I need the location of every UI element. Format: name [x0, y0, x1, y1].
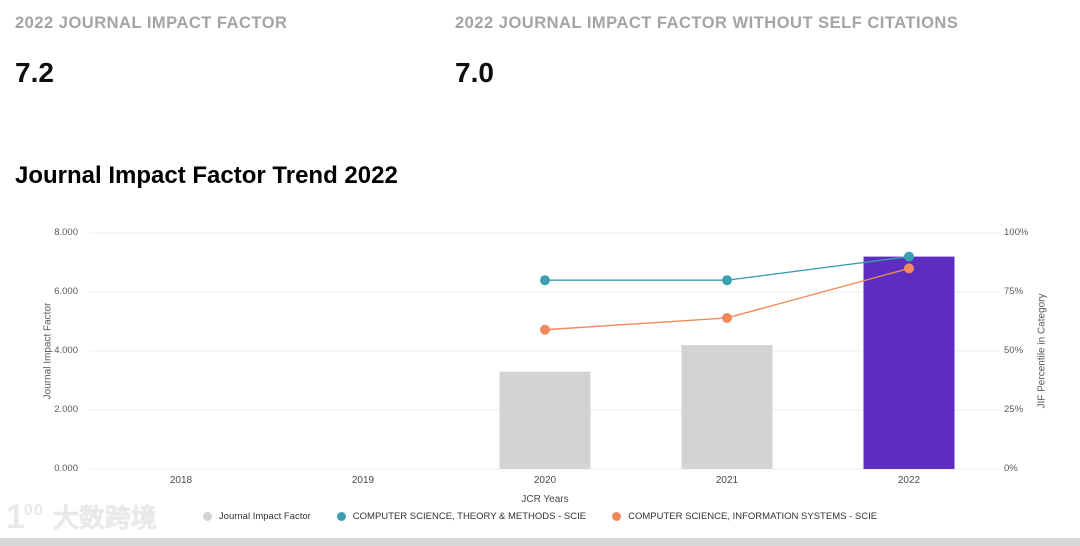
y-left-tick: 6.000: [54, 286, 78, 297]
x-axis-title: JCR Years: [521, 494, 569, 505]
metric-jif-without-self-citations: 2022 JOURNAL IMPACT FACTOR WITHOUT SELF …: [455, 14, 958, 89]
legend-dot-series-0: [336, 512, 346, 521]
metric-jif-without-self-citations-label: 2022 JOURNAL IMPACT FACTOR WITHOUT SELF …: [455, 14, 959, 32]
x-tick: 2022: [897, 475, 921, 486]
y-right-tick: 0%: [1004, 463, 1018, 474]
watermark-logo: 100 大数跨境: [6, 499, 157, 542]
data-point[interactable]: [540, 275, 550, 286]
watermark-text: 大数跨境: [52, 503, 157, 533]
metric-jif-value: 7.2: [15, 57, 54, 88]
data-point[interactable]: [540, 324, 550, 335]
jif-bar-2021[interactable]: [681, 345, 773, 469]
metric-jif: 2022 JOURNAL IMPACT FACTOR 7.2: [15, 14, 287, 89]
metric-jif-without-self-citations-value: 7.0: [455, 57, 494, 88]
watermark-mark-sup: 00: [23, 502, 44, 519]
y-left-tick: 2.000: [54, 404, 78, 415]
y-right-tick: 75%: [1004, 286, 1024, 297]
legend-label-jif: Journal Impact Factor: [218, 511, 311, 522]
x-tick: 2021: [715, 475, 739, 486]
watermark-100-icon: 100: [6, 499, 44, 542]
watermark-mark-main: 1: [6, 498, 25, 536]
data-point[interactable]: [722, 312, 732, 323]
legend-label-theory-methods: COMPUTER SCIENCE, THEORY & METHODS - SCI…: [352, 511, 587, 522]
jif-bar-2020[interactable]: [499, 371, 591, 469]
legend-item-info-systems[interactable]: COMPUTER SCIENCE, INFORMATION SYSTEMS - …: [612, 511, 877, 522]
chart-legend: Journal Impact Factor COMPUTER SCIENCE, …: [0, 511, 1080, 522]
x-tick: 2020: [533, 475, 557, 486]
y-right-tick: 100%: [1004, 227, 1029, 238]
metric-jif-label: 2022 JOURNAL IMPACT FACTOR: [15, 14, 288, 32]
y-left-tick: 0.000: [54, 463, 78, 474]
chart-title: Journal Impact Factor Trend 2022: [15, 162, 398, 190]
jif-bar-2022[interactable]: [863, 256, 955, 469]
data-point[interactable]: [722, 275, 732, 286]
legend-dot-jif: [202, 512, 212, 521]
x-tick: 2019: [351, 475, 375, 486]
legend-label-info-systems: COMPUTER SCIENCE, INFORMATION SYSTEMS - …: [628, 511, 878, 522]
y-left-tick: 8.000: [54, 227, 78, 238]
legend-item-jif[interactable]: Journal Impact Factor: [202, 511, 311, 522]
y-right-tick: 50%: [1004, 345, 1024, 356]
y-left-tick: 4.000: [54, 345, 78, 356]
data-point[interactable]: [904, 263, 914, 274]
y-right-tick: 25%: [1004, 404, 1024, 415]
legend-dot-series-1: [612, 512, 622, 521]
data-point[interactable]: [904, 251, 914, 262]
horizontal-scrollbar[interactable]: [0, 538, 1080, 546]
legend-item-theory-methods[interactable]: COMPUTER SCIENCE, THEORY & METHODS - SCI…: [336, 511, 587, 522]
x-tick: 2018: [169, 475, 193, 486]
